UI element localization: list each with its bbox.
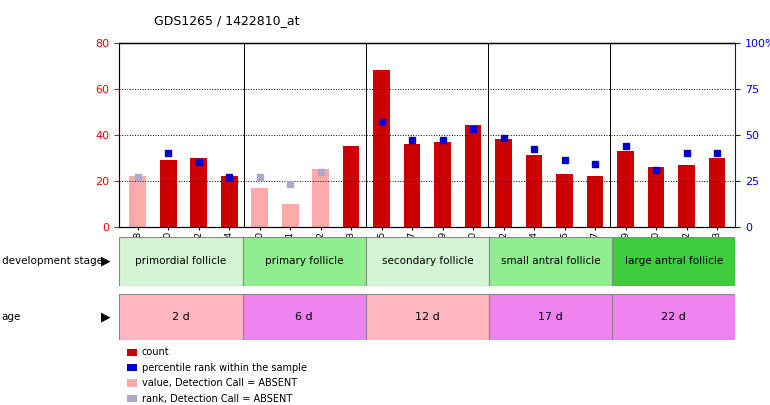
Bar — [282, 204, 299, 227]
Bar — [221, 176, 237, 227]
Text: count: count — [142, 347, 169, 357]
Bar — [129, 176, 146, 227]
Text: ▶: ▶ — [101, 255, 110, 268]
Bar — [366, 294, 489, 340]
Text: 12 d: 12 d — [415, 312, 440, 322]
Text: GDS1265 / 1422810_at: GDS1265 / 1422810_at — [154, 14, 300, 27]
Bar — [159, 160, 176, 227]
Bar — [403, 144, 420, 227]
Bar — [251, 188, 268, 227]
Bar — [612, 294, 735, 340]
Text: development stage: development stage — [2, 256, 102, 266]
Text: age: age — [2, 312, 21, 322]
Bar — [618, 151, 634, 227]
Bar — [373, 70, 390, 227]
Bar — [434, 142, 451, 227]
Text: value, Detection Call = ABSENT: value, Detection Call = ABSENT — [142, 378, 296, 388]
Text: ▶: ▶ — [101, 310, 110, 324]
Bar — [495, 139, 512, 227]
Bar — [556, 174, 573, 227]
Bar — [708, 158, 725, 227]
Text: 22 d: 22 d — [661, 312, 686, 322]
Bar — [587, 176, 604, 227]
Text: small antral follicle: small antral follicle — [500, 256, 601, 266]
Bar — [243, 294, 366, 340]
Bar — [119, 237, 243, 286]
Bar — [312, 169, 329, 227]
Text: 17 d: 17 d — [538, 312, 563, 322]
Text: 6 d: 6 d — [296, 312, 313, 322]
Bar — [465, 126, 481, 227]
Text: 2 d: 2 d — [172, 312, 190, 322]
Bar — [190, 158, 207, 227]
Bar — [678, 164, 695, 227]
Bar — [489, 294, 612, 340]
Text: primary follicle: primary follicle — [265, 256, 343, 266]
Text: primordial follicle: primordial follicle — [136, 256, 226, 266]
Bar — [243, 237, 366, 286]
Text: large antral follicle: large antral follicle — [624, 256, 723, 266]
Bar — [343, 146, 360, 227]
Bar — [526, 156, 543, 227]
Bar — [648, 167, 665, 227]
Bar — [489, 237, 612, 286]
Text: percentile rank within the sample: percentile rank within the sample — [142, 363, 306, 373]
Text: rank, Detection Call = ABSENT: rank, Detection Call = ABSENT — [142, 394, 292, 403]
Bar — [119, 294, 243, 340]
Bar — [612, 237, 735, 286]
Text: secondary follicle: secondary follicle — [382, 256, 473, 266]
Bar — [366, 237, 489, 286]
